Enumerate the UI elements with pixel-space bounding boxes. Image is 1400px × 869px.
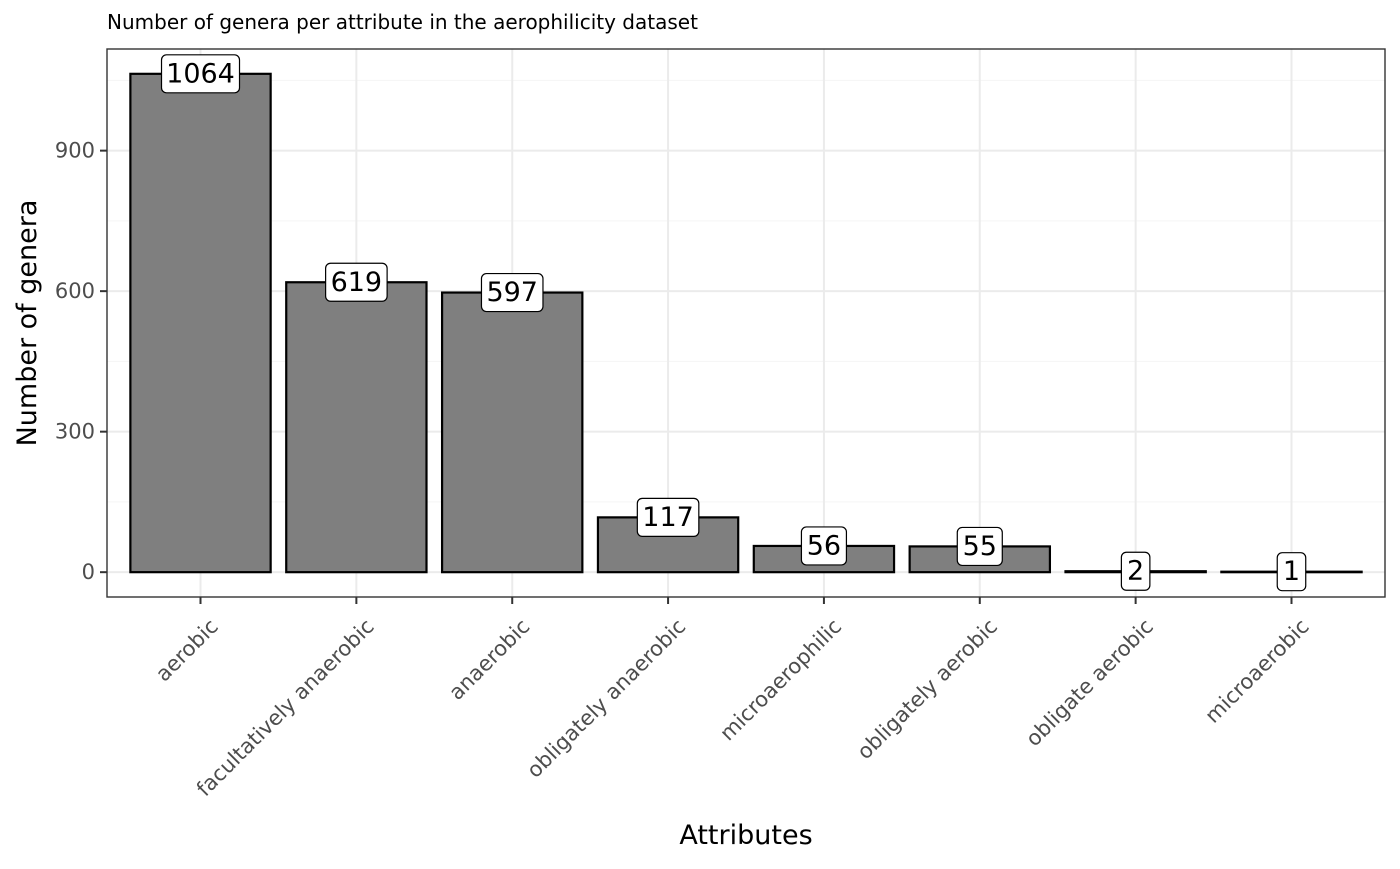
bar bbox=[596, 516, 740, 574]
data-label: 597 bbox=[486, 277, 538, 308]
data-label: 55 bbox=[963, 531, 997, 562]
data-label: 1064 bbox=[166, 58, 235, 89]
x-tick-label: facultatively anaerobic bbox=[192, 614, 379, 801]
data-labels: 1064 619 597 117 56 55 2 1 bbox=[160, 54, 1307, 592]
panel-border bbox=[106, 48, 1386, 598]
x-tick-label: microaerophilic bbox=[715, 614, 846, 745]
x-axis-title: Attributes bbox=[679, 820, 812, 851]
y-tick-label: 0 bbox=[82, 560, 95, 584]
data-label: 2 bbox=[1127, 556, 1144, 587]
x-tick-label: anaerobic bbox=[444, 614, 534, 704]
data-label-box bbox=[1120, 551, 1151, 591]
data-label: 117 bbox=[642, 502, 694, 533]
data-label: 1 bbox=[1283, 556, 1300, 587]
x-tick-label: obligately aerobic bbox=[852, 614, 1002, 764]
data-label-box bbox=[956, 526, 1003, 567]
bar bbox=[440, 291, 584, 574]
y-axis: 0 300 600 900 bbox=[55, 139, 107, 584]
data-label-box bbox=[160, 54, 241, 94]
y-axis-title: Number of genera bbox=[12, 200, 43, 447]
data-label: 619 bbox=[331, 267, 383, 298]
x-tick-label: microaerobic bbox=[1200, 614, 1313, 727]
bars bbox=[129, 72, 1363, 574]
data-label-box bbox=[325, 262, 388, 302]
x-tick-label: aerobic bbox=[151, 614, 223, 686]
data-label-box bbox=[480, 272, 544, 313]
data-label-box bbox=[800, 526, 848, 566]
chart-title: Number of genera per attribute in the ae… bbox=[107, 10, 698, 34]
y-tick-label: 600 bbox=[55, 279, 95, 303]
bar bbox=[285, 281, 428, 574]
data-label-box bbox=[636, 497, 700, 537]
y-tick-label: 900 bbox=[55, 139, 95, 163]
x-tick-label: obligate aerobic bbox=[1021, 614, 1158, 751]
data-label-box bbox=[1276, 552, 1307, 592]
data-label: 56 bbox=[807, 530, 841, 561]
x-tick-label: obligately anaerobic bbox=[522, 614, 690, 782]
y-tick-label: 300 bbox=[55, 420, 95, 444]
bar bbox=[129, 72, 272, 574]
